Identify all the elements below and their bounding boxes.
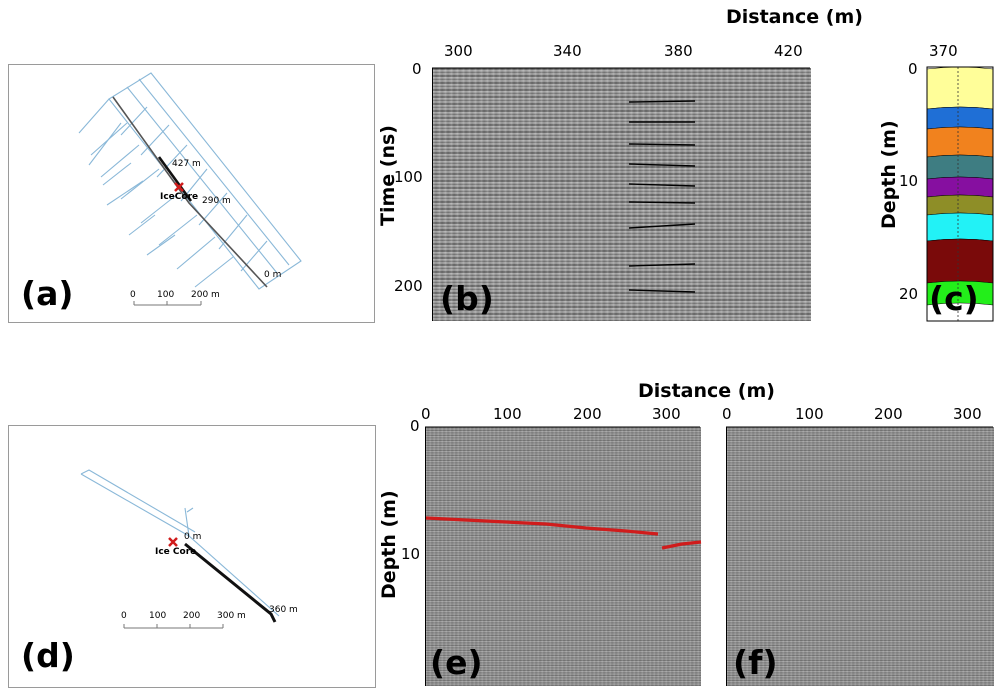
stratigraphy-frame <box>926 66 994 322</box>
survey-line-map-d <box>80 469 280 629</box>
panel-e-ytick: 10 <box>401 545 421 563</box>
map-panel-d: 0 m Ice Core 360 m 0 100 200 300 m (d) <box>8 425 376 688</box>
stratigraphy-column-c <box>926 66 994 322</box>
panel-b-xtick: 420 <box>774 42 803 60</box>
panel-letter-d: (d) <box>21 636 75 675</box>
radargram-b-horizons <box>628 100 696 293</box>
panel-f-xtick: 0 <box>722 405 732 423</box>
panel-letter-e: (e) <box>430 643 483 682</box>
map-a-scale-100: 100 <box>157 290 175 300</box>
panel-e-xtick: 100 <box>493 405 522 423</box>
radargram-f <box>726 427 994 686</box>
stratigraphy-layer <box>926 238 994 284</box>
panel-c-ytick: 10 <box>899 172 919 190</box>
panel-b-xtick: 340 <box>553 42 582 60</box>
panel-letter-b: (b) <box>440 279 494 318</box>
panel-c-ylabel: Depth (m) <box>878 120 900 229</box>
map-a-label-start: 0 m <box>264 270 282 280</box>
panel-b-ylabel: Time (ns) <box>377 125 399 226</box>
panel-b-ytick: 200 <box>394 277 423 295</box>
radargram-b <box>432 68 811 321</box>
panel-c-ytick: 0 <box>908 60 918 78</box>
panel-b-xtick: 300 <box>444 42 473 60</box>
map-d-label-end: 360 m <box>269 605 298 615</box>
panel-c-ylabel-wrap: Depth (m) <box>873 60 903 310</box>
panel-e-xtick: 200 <box>573 405 602 423</box>
panel-e-ylabel: Depth (m) <box>378 490 400 599</box>
map-a-scale-0: 0 <box>130 290 136 300</box>
map-a-label-mid: 290 m <box>202 196 231 206</box>
radargram-e <box>425 427 702 686</box>
panel-f-top-axis <box>726 426 993 428</box>
map-panel-a: 427 m IceCore 290 m 0 m 0 100 200 m (a) <box>8 64 375 323</box>
panel-f-xtick: 300 <box>953 405 982 423</box>
panel-letter-f: (f) <box>733 643 778 682</box>
panel-f-xtick: 100 <box>795 405 824 423</box>
radargram-b-texture <box>433 68 811 321</box>
map-d-label-core: Ice Core <box>155 547 197 557</box>
stratigraphy-layer <box>926 154 994 180</box>
panel-e-top-axis <box>425 426 700 428</box>
panel-b-ytick: 0 <box>412 60 422 78</box>
radargram-f-texture <box>727 427 994 686</box>
panel-e-xtick: 300 <box>652 405 681 423</box>
map-a-label-far: 427 m <box>172 159 201 169</box>
panel-letter-c: (c) <box>929 279 979 318</box>
panel-e-xtick: 0 <box>421 405 431 423</box>
panel-f-xtick: 200 <box>874 405 903 423</box>
survey-grid-map-a <box>78 72 302 306</box>
radargram-e-texture <box>426 427 701 686</box>
map-d-scale-100: 100 <box>149 611 167 621</box>
stratigraphy-layer <box>926 176 994 198</box>
map-a-scale-200: 200 m <box>191 290 220 300</box>
panel-b-xlabel: Distance (m) <box>726 6 863 28</box>
panel-b-ytick: 100 <box>394 168 423 186</box>
panel-c-xtick: 370 <box>929 42 958 60</box>
stratigraphy-layer <box>926 194 994 216</box>
map-d-scale-0: 0 <box>121 611 127 621</box>
bottom-xlabel: Distance (m) <box>638 380 775 402</box>
radargram-e-pick <box>425 516 702 550</box>
panel-e-ylabel-wrap: Depth (m) <box>373 430 403 680</box>
map-d-scale-300: 300 m <box>217 611 246 621</box>
stratigraphy-layer <box>926 106 994 130</box>
panel-b-top-ticks <box>432 67 810 69</box>
map-a-label-core: IceCore <box>160 192 199 202</box>
map-d-label-start: 0 m <box>184 532 202 542</box>
panel-e-ytick: 0 <box>410 417 420 435</box>
stratigraphy-layer <box>926 212 994 242</box>
stratigraphy-layer <box>926 126 994 158</box>
panel-letter-a: (a) <box>21 274 74 313</box>
stratigraphy-layer <box>926 66 994 110</box>
panel-b-xtick: 380 <box>664 42 693 60</box>
map-d-scale-200: 200 <box>183 611 201 621</box>
panel-b-ylabel-wrap: Time (ns) <box>373 60 403 310</box>
panel-c-ytick: 20 <box>899 285 919 303</box>
